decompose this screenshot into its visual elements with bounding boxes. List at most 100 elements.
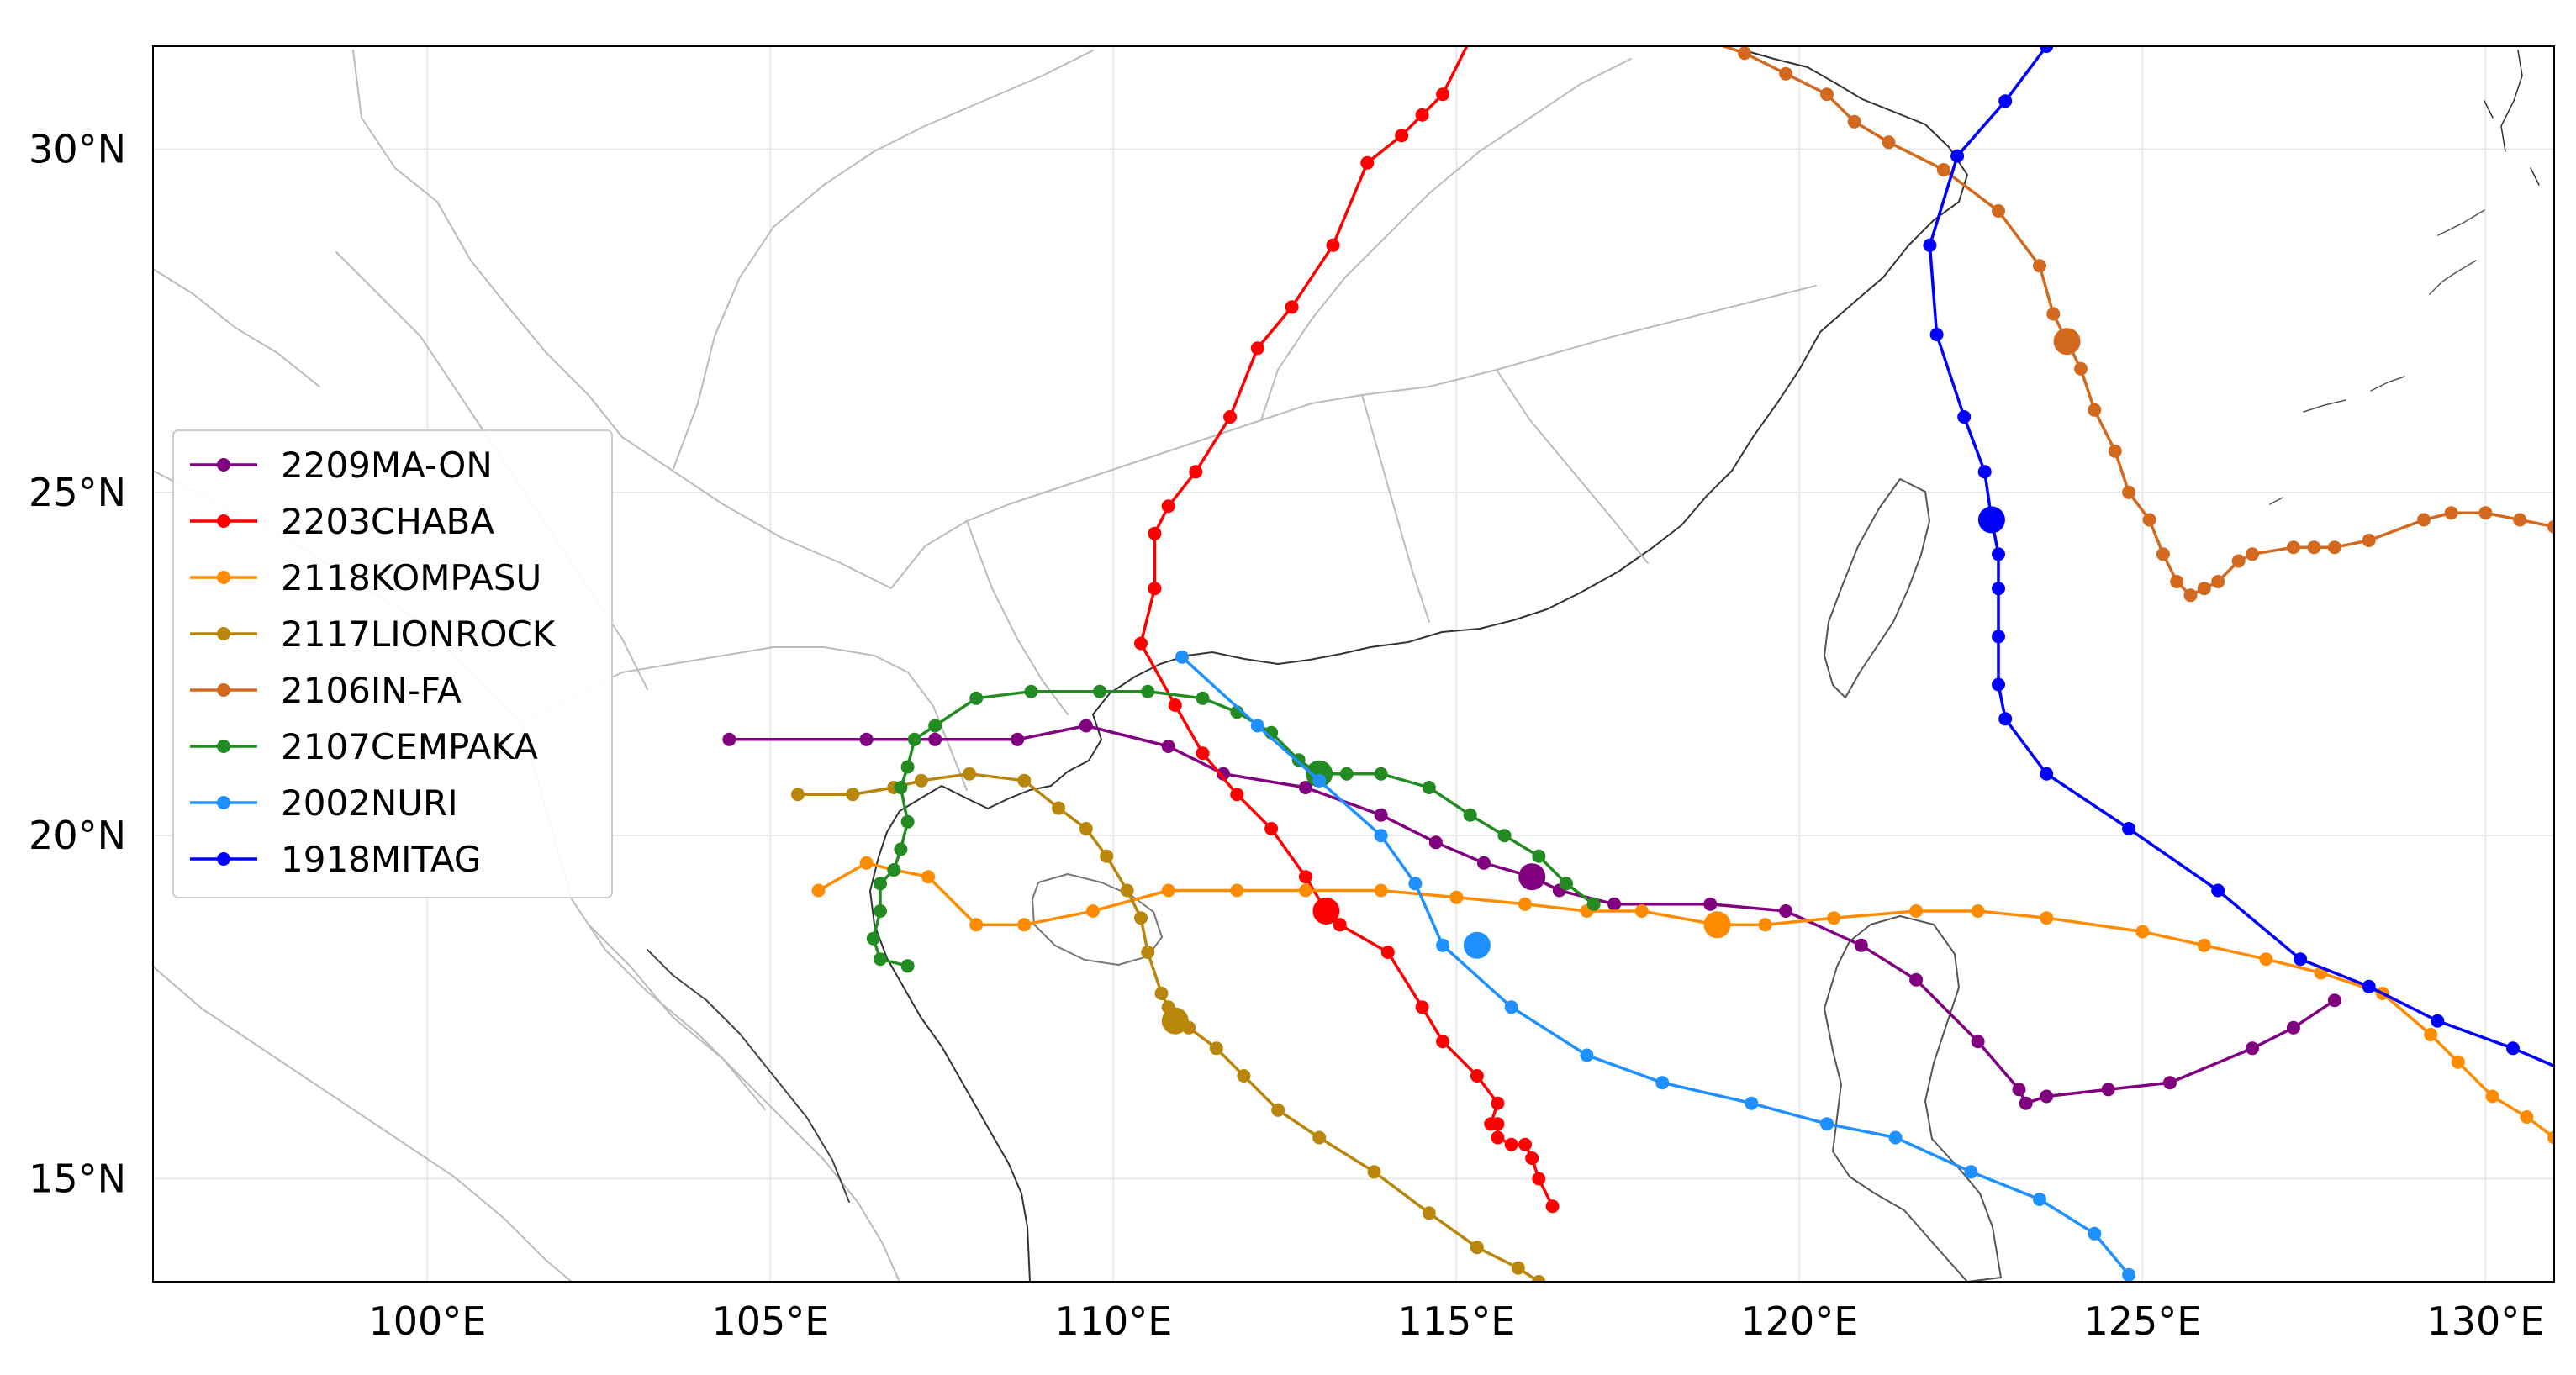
- track-point: [1422, 1206, 1436, 1220]
- track-point: [2046, 307, 2061, 321]
- track-point: [1408, 877, 1423, 891]
- track-point: [887, 863, 901, 877]
- legend-label: 2118KOMPASU: [281, 557, 541, 598]
- track-point-highlight: [2053, 328, 2081, 356]
- track-point: [2444, 506, 2458, 520]
- track-point: [1586, 897, 1601, 911]
- track-point: [1634, 904, 1649, 918]
- coastline-luzon: [1824, 915, 2002, 1282]
- track-point: [1230, 883, 1244, 898]
- track-point: [1888, 1130, 1903, 1145]
- track-point: [2231, 554, 2246, 568]
- legend-box: [172, 429, 613, 898]
- track-point: [1209, 1041, 1223, 1056]
- track-point: [1436, 87, 1450, 102]
- track-point: [1011, 732, 1025, 746]
- track-point: [2142, 513, 2156, 527]
- track-point: [1085, 904, 1100, 918]
- border-line: [153, 268, 320, 387]
- track-point: [1909, 904, 1924, 918]
- track-point: [1250, 719, 1264, 733]
- track-point-highlight: [1312, 898, 1340, 925]
- legend-marker: [217, 852, 230, 866]
- track-point: [1360, 155, 1375, 170]
- track-point: [2259, 952, 2273, 967]
- y-axis-tick-labels: 15°N 20°N 25°N 30°N: [29, 127, 126, 1202]
- track-point: [1141, 946, 1155, 959]
- legend-marker: [217, 571, 230, 584]
- track-point: [2451, 1055, 2465, 1069]
- track-point: [2163, 1076, 2177, 1090]
- legend-item: 2117LIONROCK: [190, 614, 557, 655]
- track-point: [2088, 403, 2102, 417]
- track-point: [1134, 911, 1148, 925]
- track-2002nuri: [1175, 650, 2136, 1282]
- track-point: [2183, 588, 2198, 603]
- track-point: [1374, 829, 1388, 843]
- track-point: [928, 719, 942, 733]
- legend: 2209MA-ON 2203CHABA 2118KOMPASU 2117LIONROC…: [172, 429, 613, 898]
- track-point: [2431, 1014, 2445, 1028]
- track-point: [1250, 341, 1264, 356]
- track-point: [2040, 911, 2054, 925]
- track-point: [1415, 108, 1429, 122]
- track-point: [2478, 506, 2493, 520]
- track-point: [1745, 1096, 1759, 1110]
- track-point: [1950, 149, 1965, 163]
- track-2117lionrock: [791, 767, 1546, 1282]
- legend-marker: [217, 740, 230, 753]
- track-point: [2211, 883, 2225, 898]
- track-point: [1326, 238, 1340, 252]
- track-point: [1992, 677, 2005, 692]
- track-point: [1992, 630, 2005, 644]
- track-point: [1532, 849, 1546, 863]
- track-point: [2101, 1083, 2115, 1097]
- track-point: [866, 931, 880, 946]
- track-point: [1449, 890, 1464, 904]
- track-point: [2122, 1267, 2136, 1282]
- track-point: [1998, 94, 2013, 108]
- track-point: [1374, 767, 1388, 781]
- track-point: [2424, 1028, 2438, 1041]
- track-point: [1217, 767, 1230, 781]
- track-point: [1518, 1137, 1532, 1151]
- track-point: [2485, 1089, 2499, 1104]
- track-point: [1374, 883, 1388, 898]
- track-point: [1545, 1199, 1560, 1214]
- track-point: [894, 842, 908, 856]
- track-point: [963, 767, 976, 781]
- track-point: [1697, 33, 1710, 46]
- track-point: [2135, 925, 2150, 939]
- track-point: [1827, 911, 1841, 925]
- track-point: [914, 773, 928, 788]
- track-point: [1820, 1117, 1834, 1131]
- track-point: [2197, 582, 2211, 596]
- coastline-korea: [2484, 50, 2540, 186]
- track-point: [1052, 801, 1066, 815]
- track-point: [1079, 719, 1093, 733]
- track-point: [2040, 767, 2054, 781]
- track-point: [2417, 513, 2431, 527]
- track-point: [1196, 691, 1210, 705]
- track-point: [874, 877, 887, 891]
- track-point: [1738, 46, 1752, 61]
- track-point: [1758, 918, 1772, 932]
- track-point: [900, 814, 915, 829]
- track-point: [2019, 1096, 2033, 1110]
- track-point: [1161, 499, 1175, 514]
- track-point: [1703, 897, 1718, 911]
- legend-marker: [217, 514, 230, 528]
- track-2209ma-on: [722, 719, 2341, 1110]
- legend-label: 2106IN-FA: [281, 670, 462, 711]
- track-point: [1120, 883, 1134, 898]
- track-point: [1463, 808, 1477, 822]
- track-point: [2033, 1193, 2046, 1206]
- border-national: [647, 949, 850, 1203]
- track-point: [874, 952, 887, 967]
- track-point: [969, 691, 984, 705]
- track-point-highlight: [1977, 506, 2005, 534]
- x-tick-label: 130°E: [2426, 1299, 2544, 1344]
- track-2203chaba: [1134, 46, 1560, 1214]
- track-point: [1992, 547, 2005, 561]
